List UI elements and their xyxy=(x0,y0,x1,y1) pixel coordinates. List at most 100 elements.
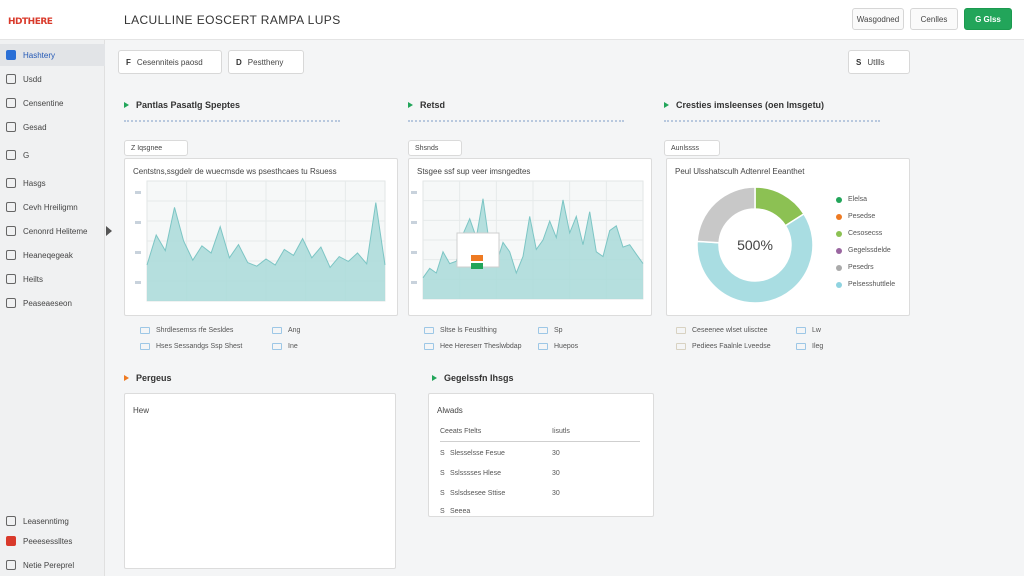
legend-dot xyxy=(836,264,842,271)
legend-link[interactable]: Lw xyxy=(796,327,821,334)
area-series xyxy=(423,198,643,299)
panel-title-5: Alwads xyxy=(437,406,463,415)
legend-dot xyxy=(836,196,842,203)
top-bar: HDTHERE LACULLINE EOSCERT RAMPA LUPS Was… xyxy=(0,0,1024,40)
legend-swatch xyxy=(140,343,150,350)
sidebar-bottom-item-1[interactable]: Leasenntimg xyxy=(0,510,105,532)
area-series xyxy=(147,202,385,301)
sidebar-item-4[interactable]: Gesad xyxy=(0,116,105,138)
row-value: 30 xyxy=(552,450,560,457)
y-tick xyxy=(411,281,417,284)
sidebar-item-2[interactable]: Usdd xyxy=(0,68,105,90)
sidebar-item-label: Hasgs xyxy=(23,178,46,188)
expand-icon[interactable] xyxy=(432,375,437,381)
section-tab-2[interactable]: Shsnds xyxy=(408,140,462,156)
sidebar-item-label: Censentine xyxy=(23,98,64,108)
section-subtitle-3 xyxy=(664,116,880,122)
status-marker xyxy=(471,263,483,269)
panel-4: Hew xyxy=(124,393,396,569)
legend-link[interactable]: Sp xyxy=(538,327,563,334)
legend-link[interactable]: Pediees Faalnle Lveedse xyxy=(676,343,771,350)
toolbar-button-1[interactable]: F Cesenniteis paosd xyxy=(118,50,222,74)
legend-link[interactable]: Hses Sessandgs Ssp Shest xyxy=(140,343,242,350)
chart-panel-1: Centstns,ssgdelr de wuecmsde ws psesthca… xyxy=(124,158,398,316)
grid-icon xyxy=(6,122,16,132)
pie-legend-item: Pesedse xyxy=(836,213,875,220)
primary-action-button[interactable]: G Glss xyxy=(964,8,1012,30)
bulb-icon xyxy=(6,516,16,526)
legend-dot xyxy=(836,230,842,237)
expand-icon[interactable] xyxy=(408,102,413,108)
sidebar-item-10[interactable]: Heilts xyxy=(0,268,105,290)
user-icon xyxy=(6,560,16,570)
legend-link[interactable]: Hee Hereserr Theslwbdap xyxy=(424,343,522,350)
sidebar-item-6[interactable]: Hasgs xyxy=(0,172,105,194)
top-button-1[interactable]: Wasgodned xyxy=(852,8,904,30)
sidebar-item-label: Heilts xyxy=(23,274,44,284)
toolbar-button-3[interactable]: S Utllls xyxy=(848,50,910,74)
legend-dot xyxy=(836,247,842,254)
legend-link[interactable]: Ang xyxy=(272,327,300,334)
app-title: LACULLINE EOSCERT RAMPA LUPS xyxy=(124,13,341,27)
y-tick xyxy=(135,191,141,194)
row-icon: S xyxy=(440,508,445,515)
y-tick xyxy=(135,251,141,254)
section-tab-1[interactable]: Z Iqsgnee xyxy=(124,140,188,156)
sidebar-item-label: Cenonrd Heliteme xyxy=(23,226,88,236)
toolbar-icon: S xyxy=(856,57,862,67)
top-button-2[interactable]: Cenlles xyxy=(910,8,958,30)
app-logo[interactable]: HDTHERE xyxy=(8,17,53,27)
chart-icon xyxy=(6,250,16,260)
legend-link[interactable]: Ine xyxy=(272,343,298,350)
pie-legend-item: Elelsa xyxy=(836,196,867,203)
sidebar-item-label: Hashtery xyxy=(23,50,56,60)
row-value: 30 xyxy=(552,490,560,497)
y-tick xyxy=(411,191,417,194)
collapse-sidebar-icon[interactable] xyxy=(106,226,112,236)
legend-dot xyxy=(836,281,842,288)
legend-link[interactable]: Shrdlesemss rfe Sesldes xyxy=(140,327,233,334)
section-tab-3[interactable]: Aunlssss xyxy=(664,140,720,156)
toolbar-icon: F xyxy=(126,57,131,67)
sidebar-bottom-item-2[interactable]: Peeesesslltes xyxy=(0,530,105,552)
sidebar-item-11[interactable]: Peaseaeseon xyxy=(0,292,105,314)
sidebar: Hashtery Usdd Censentine Gesad G Hasgs C… xyxy=(0,40,105,576)
row-icon: S xyxy=(440,470,445,477)
y-tick xyxy=(135,221,141,224)
pie-legend-label: Elelsa xyxy=(848,196,868,203)
legend-swatch xyxy=(538,343,548,350)
legend-swatch xyxy=(796,343,806,350)
sidebar-item-3[interactable]: Censentine xyxy=(0,92,105,114)
folder-icon xyxy=(6,98,16,108)
legend-link[interactable]: Huepos xyxy=(538,343,578,350)
sidebar-item-9[interactable]: Heaneqegeak xyxy=(0,244,105,266)
chart-panel-2: Stsgee ssf sup veer imsngedtes xyxy=(408,158,652,316)
legend-swatch xyxy=(676,327,686,334)
pie-legend-item: Cesosecss xyxy=(836,230,882,237)
legend-link[interactable]: Ileg xyxy=(796,343,823,350)
legend-swatch xyxy=(796,327,806,334)
legend-swatch xyxy=(140,327,150,334)
panel-title-1: Centstns,ssgdelr de wuecmsde ws psesthca… xyxy=(133,167,337,176)
expand-icon[interactable] xyxy=(124,102,129,108)
sidebar-item-label: Usdd xyxy=(23,74,42,84)
pie-legend-item: Pesedrs xyxy=(836,264,874,271)
report-icon xyxy=(6,226,16,236)
sidebar-bottom-item-3[interactable]: Netie Pereprel xyxy=(0,554,105,576)
row-name: Sslsssses Hlese xyxy=(450,470,501,477)
legend-link[interactable]: Ceseenee wlset ulisctee xyxy=(676,327,768,334)
legend-link[interactable]: Sltse ls Feuslthing xyxy=(424,327,497,334)
sidebar-item-1[interactable]: Hashtery xyxy=(0,44,105,66)
sidebar-item-5[interactable]: G xyxy=(0,144,105,166)
sidebar-item-8[interactable]: Cenonrd Heliteme xyxy=(0,220,105,242)
expand-icon[interactable] xyxy=(664,102,669,108)
sidebar-item-7[interactable]: Cevh Hreiligmn xyxy=(0,196,105,218)
toolbar-button-label: Cesenniteis paosd xyxy=(136,57,203,67)
toolbar-button-2[interactable]: D Pesttheny xyxy=(228,50,304,74)
file-icon xyxy=(6,274,16,284)
status-marker xyxy=(471,255,483,261)
expand-icon[interactable] xyxy=(124,375,129,381)
row-name: Slesselsse Fesue xyxy=(450,450,505,457)
section-title-3: Cresties imsleenses (oen lmsgetu) xyxy=(664,100,824,110)
legend-swatch xyxy=(272,327,282,334)
